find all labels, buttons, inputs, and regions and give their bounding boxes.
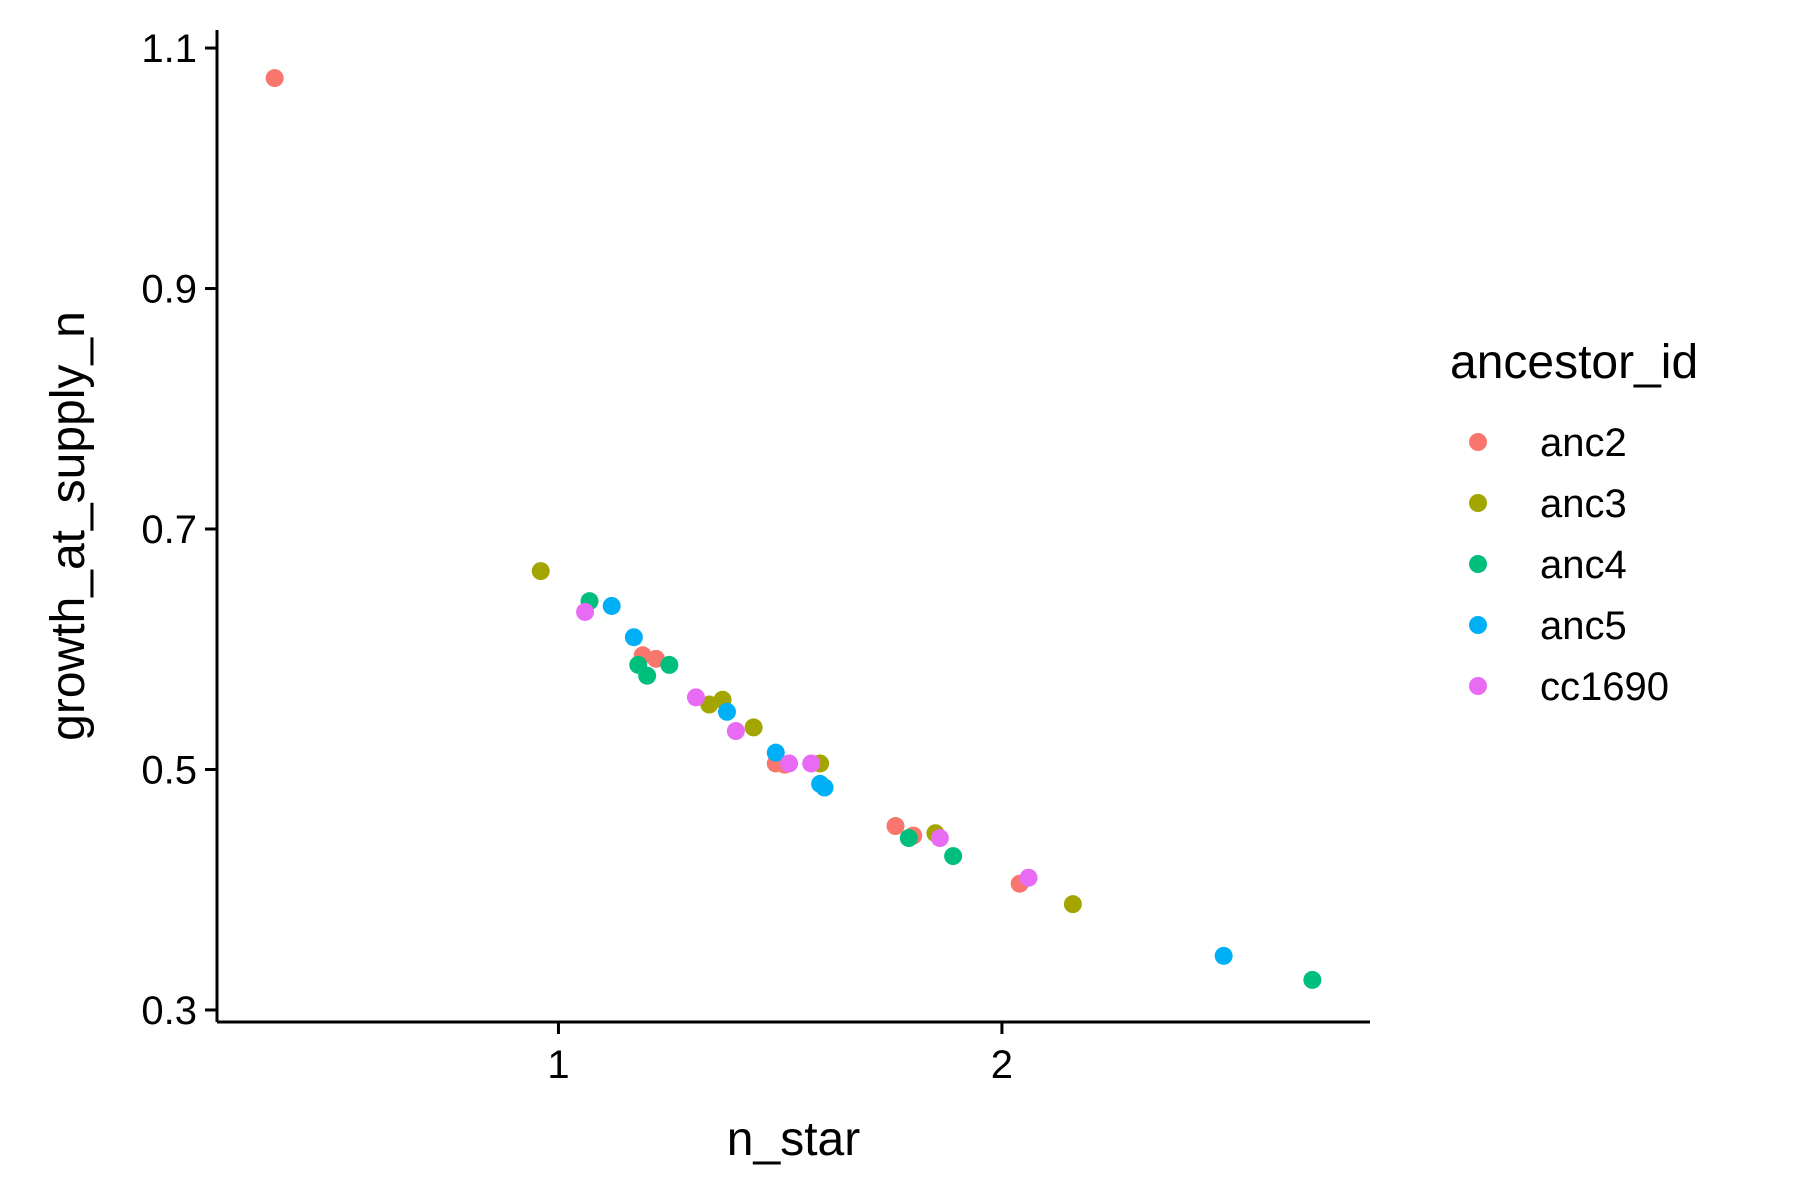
data-point-anc5-0 xyxy=(602,596,621,615)
y-tick-label: 0.3 xyxy=(141,989,197,1033)
x-tick-label: 1 xyxy=(547,1043,569,1087)
legend-swatch-anc2 xyxy=(1469,433,1487,451)
data-point-anc5-2 xyxy=(717,702,736,721)
legend-items: anc2 anc3 anc4 anc5 cc1690 xyxy=(1469,421,1669,709)
data-point-anc3-0 xyxy=(531,562,550,581)
y-tick-label: 0.9 xyxy=(141,268,197,312)
data-point-anc4-5 xyxy=(944,847,963,866)
data-point-anc2-0 xyxy=(265,69,284,88)
data-point-cc1690-1 xyxy=(686,688,705,707)
y-tick-label: 0.7 xyxy=(141,508,197,552)
legend-swatch-cc1690 xyxy=(1469,677,1487,695)
y-tick-label: 0.5 xyxy=(141,748,197,792)
y-axis-title: growth_at_supply_n xyxy=(42,311,95,741)
legend-label-anc4: anc4 xyxy=(1540,543,1627,587)
data-point-anc3-6 xyxy=(1063,895,1082,914)
legend-label-anc2: anc2 xyxy=(1540,421,1627,465)
y-tick-label: 1.1 xyxy=(141,27,197,71)
data-point-cc1690-4 xyxy=(802,754,821,773)
data-point-cc1690-3 xyxy=(780,754,799,773)
data-point-cc1690-0 xyxy=(576,602,595,621)
data-point-cc1690-6 xyxy=(1019,868,1038,887)
data-point-anc2-5 xyxy=(886,817,905,836)
legend-swatch-anc3 xyxy=(1469,494,1487,512)
legend-label-anc5: anc5 xyxy=(1540,604,1627,648)
legend-swatch-anc4 xyxy=(1469,555,1487,573)
data-point-cc1690-2 xyxy=(726,722,745,741)
legend-label-anc3: anc3 xyxy=(1540,482,1627,526)
data-point-anc5-3 xyxy=(766,743,785,762)
data-point-anc4-6 xyxy=(1303,970,1322,989)
data-point-anc4-3 xyxy=(660,655,679,674)
x-axis-title: n_star xyxy=(727,1113,860,1166)
data-point-anc3-3 xyxy=(744,718,763,737)
data-point-anc5-5 xyxy=(815,778,834,797)
data-point-anc4-4 xyxy=(899,829,918,848)
legend: ancestor_id anc2 anc3 anc4 anc5 cc1690 xyxy=(1450,336,1698,709)
legend-swatch-anc5 xyxy=(1469,616,1487,634)
data-point-cc1690-5 xyxy=(930,829,949,848)
legend-title: ancestor_id xyxy=(1450,336,1698,389)
y-ticks: 0.3 0.5 0.7 0.9 1.1 xyxy=(141,27,217,1033)
data-point-anc5-1 xyxy=(624,628,643,647)
plot-points xyxy=(265,69,1322,989)
data-point-anc4-2 xyxy=(638,666,657,685)
data-point-anc5-6 xyxy=(1214,946,1233,965)
legend-label-cc1690: cc1690 xyxy=(1540,665,1669,709)
x-tick-label: 2 xyxy=(991,1043,1013,1087)
